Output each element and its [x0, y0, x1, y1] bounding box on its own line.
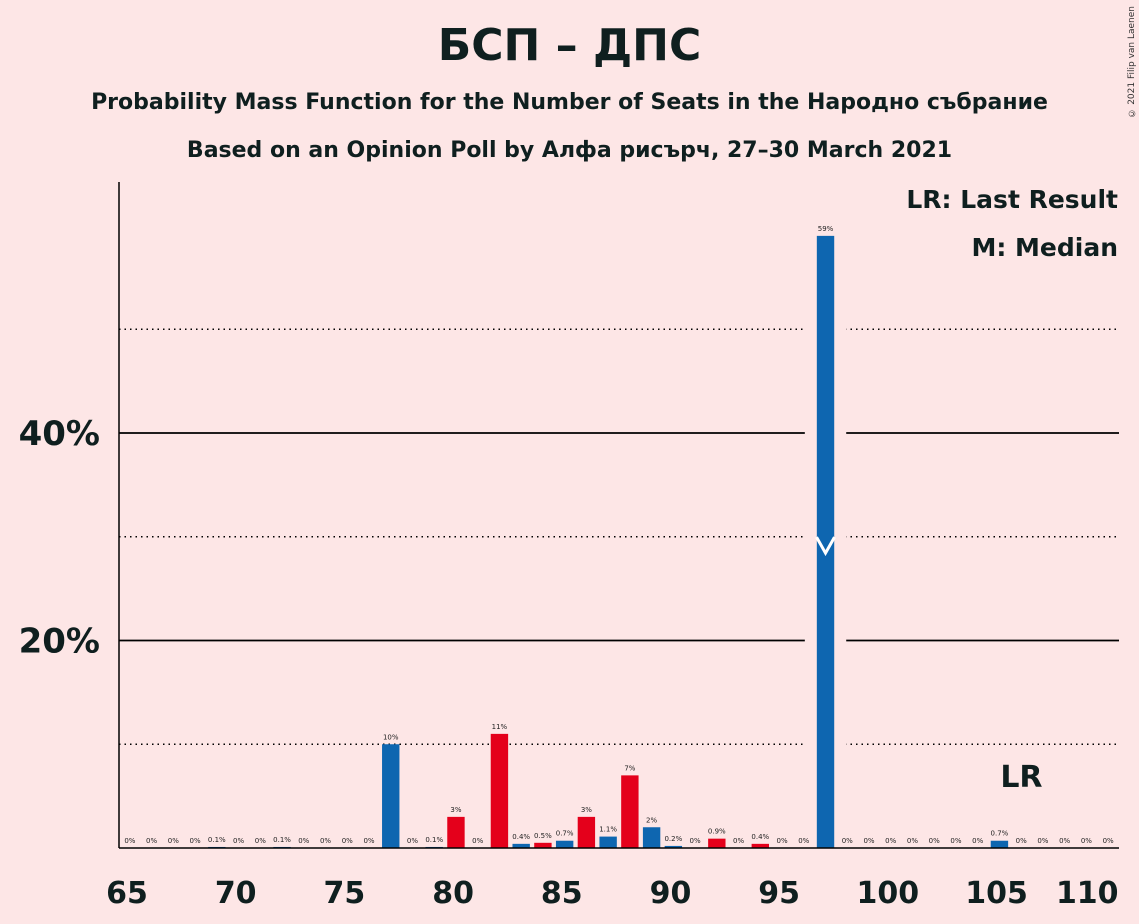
bar-label-seat-68: 0% [168, 837, 179, 845]
bar-label-seat-89: 7% [624, 764, 635, 772]
x-tick-label-70: 70 [215, 876, 257, 911]
bar-value-labels: 0% 0% 0% 0% 0.1% 0% 0% 0.1% 0% 0% 0% 0% 10% 0% 0.1% 3% 0… [124, 225, 1114, 845]
bar-label-seat-70: 0.1% [208, 836, 226, 844]
bar-seat-78 [382, 744, 400, 848]
bar-label-seat-79: 0% [407, 837, 418, 845]
bar-label-seat-100: 0% [863, 837, 874, 845]
bar-label-seat-104: 0% [950, 837, 961, 845]
bar-label-seat-87: 3% [581, 806, 592, 814]
annotations: LR [815, 536, 1043, 795]
bar-seat-83 [490, 733, 509, 848]
y-tick-label-20: 20% [19, 622, 100, 662]
bar-label-seat-93: 0.9% [708, 828, 726, 836]
bar-label-seat-88: 1.1% [599, 826, 617, 834]
bar-label-seat-82: 0% [472, 837, 483, 845]
bar-seat-81 [447, 816, 465, 848]
bar-label-seat-72: 0% [255, 837, 266, 845]
bar-label-seat-106: 0.7% [991, 830, 1009, 838]
bar-label-seat-99: 0% [842, 837, 853, 845]
chart-source-line: Based on an Opinion Poll by Алфа рисърч,… [186, 138, 953, 163]
bar-seat-86 [555, 840, 574, 848]
x-tick-label-95: 95 [758, 876, 800, 911]
bar-label-seat-84: 0.4% [512, 833, 530, 841]
bar-label-seat-76: 0% [342, 837, 353, 845]
bar-label-seat-97: 0% [798, 837, 809, 845]
bar-label-seat-77: 0% [363, 837, 374, 845]
bar-label-seat-83: 11% [492, 723, 508, 731]
bar-label-seat-107: 0% [1016, 837, 1027, 845]
bar-label-seat-71: 0% [233, 837, 244, 845]
x-tick-label-105: 105 [965, 876, 1028, 911]
bar-label-seat-74: 0% [298, 837, 309, 845]
bar-seat-85 [534, 842, 552, 848]
x-tick-label-75: 75 [324, 876, 366, 911]
x-tick-label-100: 100 [857, 876, 920, 911]
bar-label-seat-66: 0% [124, 837, 135, 845]
bar-label-seat-102: 0% [907, 837, 918, 845]
bar-label-seat-86: 0.7% [556, 830, 574, 838]
chart-subtitle: Probability Mass Function for the Number… [91, 90, 1048, 115]
chart-title: БСП – ДПС [437, 20, 702, 71]
bar-label-seat-108: 0% [1037, 837, 1048, 845]
bar-seat-89 [621, 775, 639, 848]
legend-last-result: LR: Last Result [906, 185, 1118, 214]
x-tick-label-65: 65 [106, 876, 148, 911]
gridlines [119, 328, 1119, 745]
x-tick-label-90: 90 [650, 876, 692, 911]
bar-label-seat-94: 0% [733, 837, 744, 845]
bar-seat-88 [599, 836, 617, 848]
bar-seat-98 [816, 235, 835, 848]
bar-label-seat-75: 0% [320, 837, 331, 845]
bar-seat-95 [751, 843, 769, 848]
legend-median: M: Median [971, 233, 1118, 262]
bar-label-seat-109: 0% [1059, 837, 1070, 845]
bar-label-seat-96: 0% [776, 837, 787, 845]
bar-label-seat-92: 0% [690, 837, 701, 845]
bar-label-seat-81: 3% [450, 806, 461, 814]
bar-seat-91 [664, 845, 683, 848]
bar-label-seat-78: 10% [383, 733, 399, 741]
bar-label-seat-95: 0.4% [751, 833, 769, 841]
bar-label-seat-110: 0% [1081, 837, 1092, 845]
bar-seat-90 [642, 827, 661, 848]
bar-seat-87 [577, 816, 596, 848]
x-tick-label-85: 85 [541, 876, 583, 911]
bar-label-seat-111: 0% [1103, 837, 1114, 845]
bar-label-seat-80: 0.1% [425, 836, 443, 844]
x-tick-label-80: 80 [432, 876, 474, 911]
bar-label-seat-101: 0% [885, 837, 896, 845]
x-tick-label-110: 110 [1056, 876, 1119, 911]
bar-seat-84 [512, 843, 530, 848]
bar-label-seat-103: 0% [929, 837, 940, 845]
bar-seat-93 [708, 838, 726, 848]
median-marker [815, 536, 836, 557]
axes: 65 70 75 80 85 90 95 100 105 110 20% 40% [19, 182, 1119, 911]
bar-label-seat-98: 59% [818, 225, 834, 233]
bar-label-seat-73: 0.1% [273, 836, 291, 844]
bar-label-seat-90: 2% [646, 816, 657, 824]
bar-series [208, 235, 1009, 848]
bar-label-seat-105: 0% [972, 837, 983, 845]
last-result-label: LR [1000, 760, 1042, 795]
bar-seat-106 [990, 840, 1009, 848]
bar-label-seat-91: 0.2% [664, 835, 682, 843]
bar-label-seat-85: 0.5% [534, 832, 552, 840]
bar-label-seat-69: 0% [190, 837, 201, 845]
y-tick-label-40: 40% [19, 414, 100, 454]
bar-label-seat-67: 0% [146, 837, 157, 845]
